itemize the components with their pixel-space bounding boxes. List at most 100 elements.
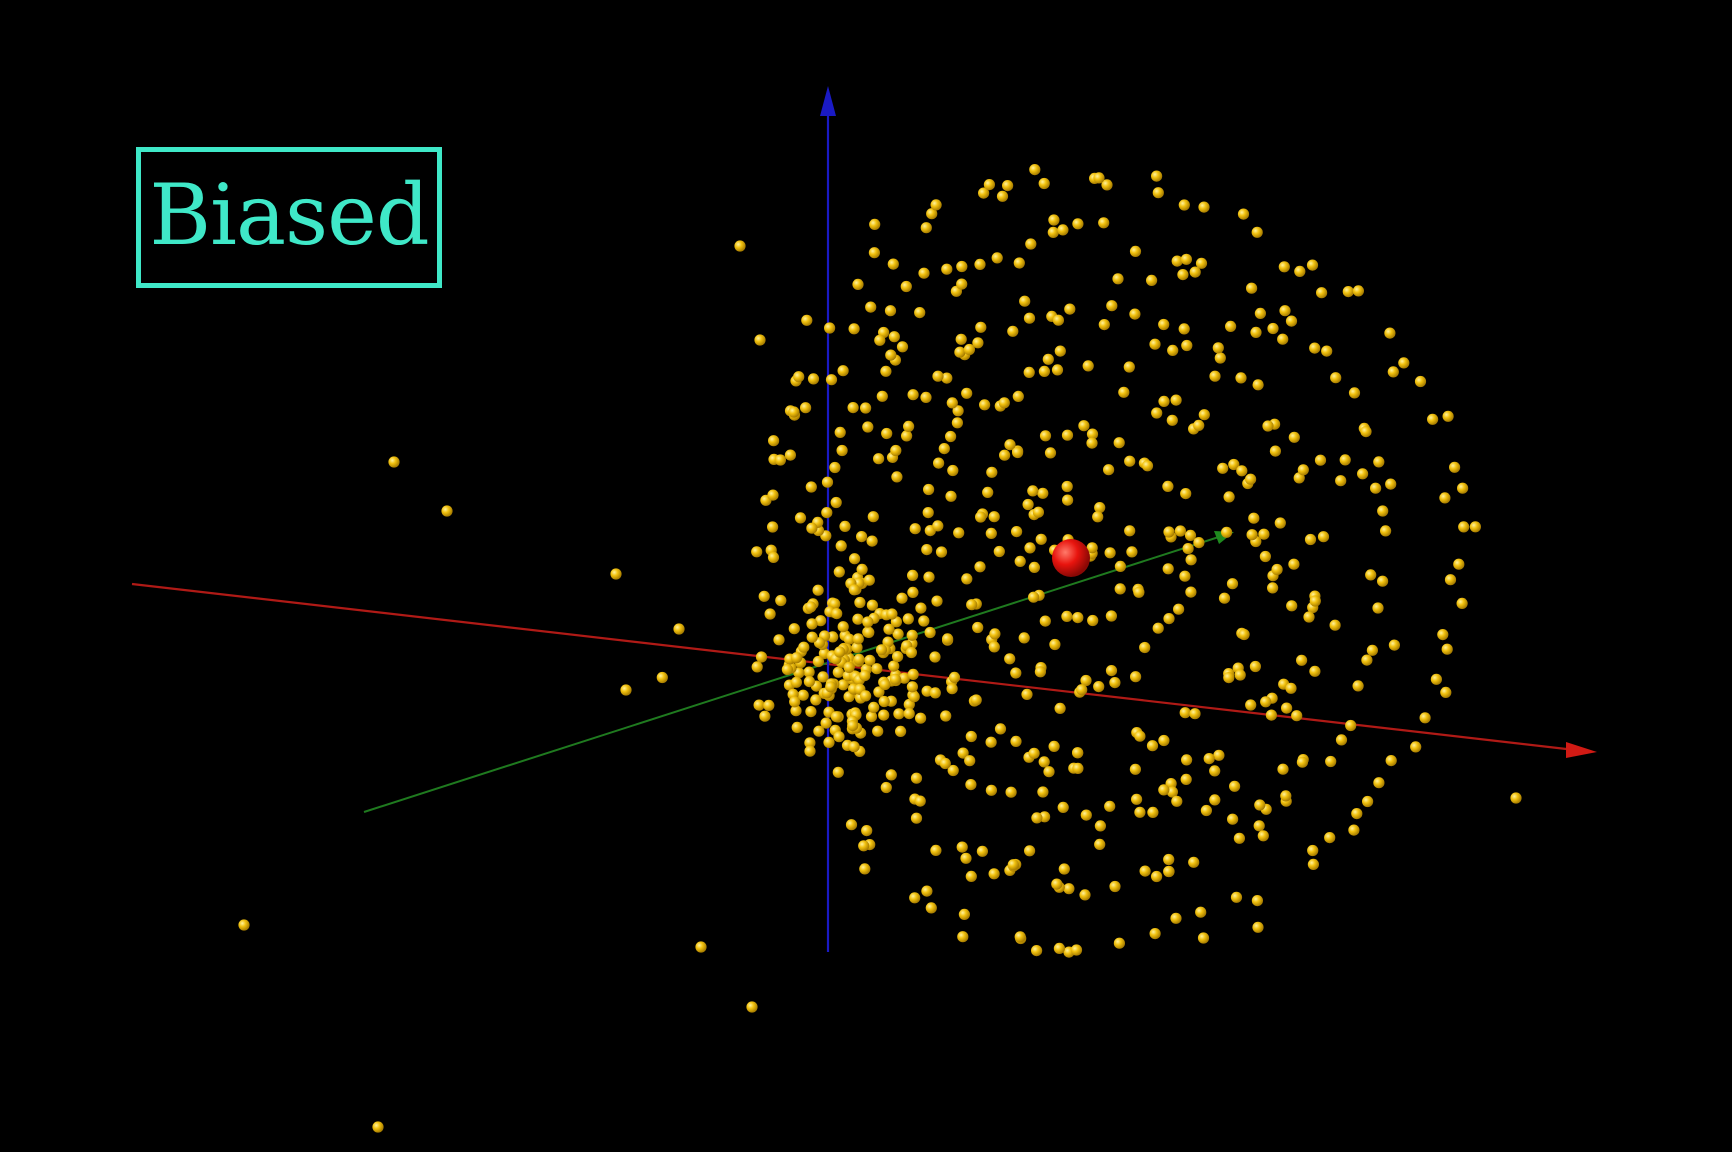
data-point [1294,265,1306,277]
data-point [941,372,953,384]
data-point [1113,937,1125,949]
data-point [982,486,994,498]
data-point [1049,638,1061,651]
data-point [1019,295,1031,307]
data-point [907,389,919,401]
data-point [1361,654,1373,666]
data-point [1285,315,1298,327]
data-point [856,563,868,576]
data-point [1345,719,1357,732]
data-point [1023,312,1036,324]
data-point [1296,654,1308,666]
data-point [1173,603,1185,615]
data-point [956,278,968,290]
data-point [957,747,969,759]
data-point [1442,410,1454,422]
data-point [1037,786,1049,798]
data-point [827,631,839,643]
data-point [875,644,888,656]
data-point [759,710,771,722]
data-point [866,535,878,547]
data-point [1246,529,1258,541]
data-point [957,931,969,943]
data-point [915,712,927,724]
data-point [1118,386,1130,398]
data-point [886,608,898,620]
data-point [1039,430,1052,442]
data-point [847,402,859,414]
data-point [1303,611,1315,623]
data-point [907,668,919,681]
data-point [751,546,763,558]
data-point [938,443,950,455]
data-point [1080,674,1092,687]
data-point [903,708,915,720]
data-point [1037,487,1049,499]
data-point [1257,830,1269,842]
data-point [1291,710,1303,722]
data-point [1251,895,1263,907]
data-point [964,755,976,767]
data-point [1166,786,1178,798]
data-point [1330,372,1342,384]
data-point [965,779,977,791]
data-point [751,661,763,673]
data-point [930,844,942,857]
data-point [1057,801,1069,814]
data-point [753,699,765,711]
data-point [1188,856,1200,868]
data-point [758,590,770,602]
data-point [918,267,930,279]
data-point [1226,578,1239,590]
data-point [921,885,933,897]
data-point [1254,799,1266,811]
data-point [836,444,848,457]
data-point [1441,643,1453,655]
data-point [974,561,986,573]
data-point [1189,708,1201,720]
data-point [942,633,954,645]
data-point [871,663,883,675]
data-point [1297,464,1309,476]
data-point [372,1121,384,1133]
data-point [1080,809,1092,821]
data-point [797,689,809,701]
data-point [862,421,874,433]
data-point [788,406,800,418]
data-point [1163,853,1175,866]
data-point [858,840,870,852]
data-point [1348,387,1361,399]
data-point [1051,878,1063,890]
data-point [1151,407,1163,419]
data-point [1158,784,1170,796]
data-point [1072,762,1084,775]
data-point [906,681,919,693]
data-point [892,628,904,640]
data-point [1373,456,1385,468]
data-point [834,646,846,658]
data-point [1022,498,1034,511]
data-point [1010,667,1022,679]
data-point [902,613,914,625]
data-point [824,322,836,334]
data-point [1182,543,1194,555]
data-point [1209,370,1221,382]
data-point [784,449,797,461]
data-point [868,701,880,714]
data-point [1039,615,1051,627]
data-point [896,592,908,604]
data-point [1200,804,1212,817]
data-point [896,341,909,353]
data-point [1170,394,1182,406]
data-point [1054,702,1066,715]
data-point [923,483,935,496]
data-point [924,626,936,639]
data-point [1325,755,1337,768]
data-point [1280,790,1292,802]
data-point [832,666,844,678]
data-point [1106,300,1118,312]
data-point [817,671,829,683]
data-point [1174,525,1186,537]
data-point [1162,563,1174,575]
data-point [1123,361,1135,373]
